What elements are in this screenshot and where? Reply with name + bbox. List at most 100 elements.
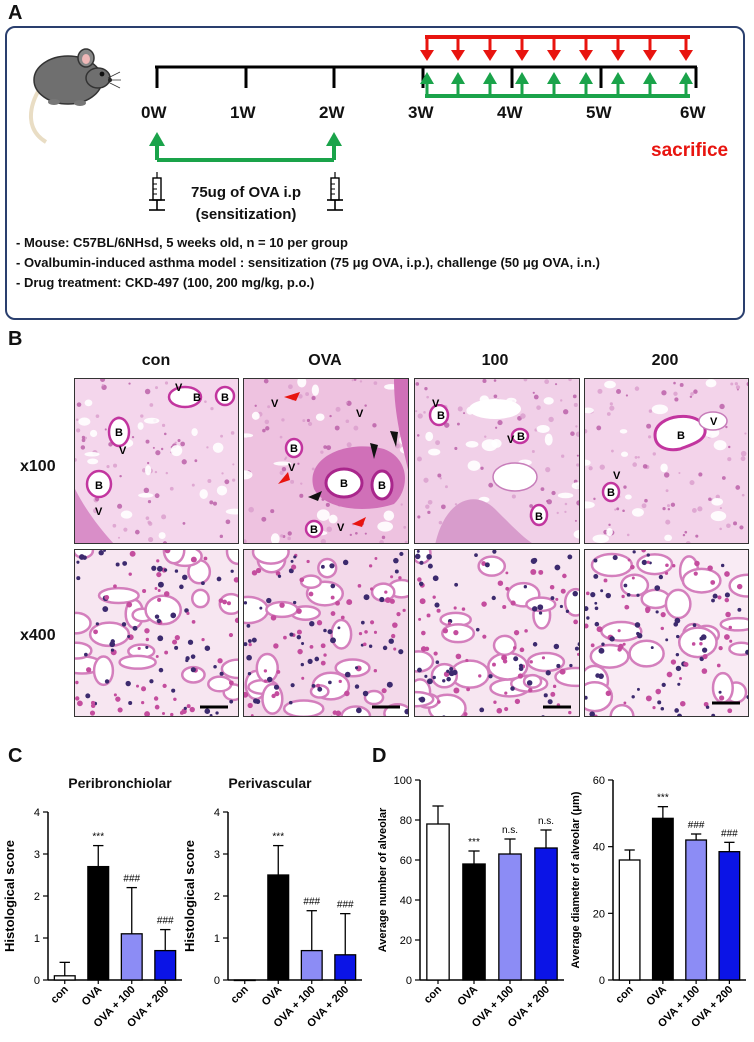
significance-label: ###	[337, 900, 354, 911]
x-tick-label: OVA	[455, 984, 480, 1009]
challenge-arrowhead	[547, 50, 561, 61]
treatment-arrowhead	[643, 72, 657, 84]
y-tick-label: 3	[214, 849, 220, 861]
y-tick-label: 40	[593, 842, 605, 854]
panel-b-letter: B	[8, 328, 23, 350]
y-tick-label: 60	[400, 855, 412, 867]
note-mouse: - Mouse: C57BL/6NHsd, 5 weeks old, n = 1…	[16, 235, 348, 250]
bar	[685, 839, 708, 981]
bar	[534, 847, 558, 981]
tile-label: V	[613, 470, 621, 482]
row-header-x400: x400	[20, 627, 56, 644]
y-tick-label: 20	[593, 908, 605, 920]
challenge-arrowhead	[611, 50, 625, 61]
tile-label: V	[271, 398, 279, 410]
y-tick-label: 20	[400, 935, 412, 947]
y-tick-label: 0	[599, 975, 605, 987]
tile-label: B	[290, 443, 298, 455]
y-axis-label: Histological score	[2, 840, 17, 952]
tile-label: V	[710, 416, 718, 428]
tile-label: B	[517, 431, 525, 443]
x-tick-label: OVA	[80, 984, 105, 1009]
week-label-0: 0W	[141, 103, 167, 122]
treatment-arrowhead	[515, 72, 529, 84]
panel-c-letter: C	[8, 745, 23, 767]
column-header-100: 100	[481, 352, 509, 369]
tile-label: B	[677, 430, 685, 442]
y-tick-label: 1	[214, 933, 220, 945]
histology-image-100-x100: V B V B B	[414, 378, 580, 544]
bar	[462, 863, 486, 981]
tile-label: V	[175, 382, 183, 394]
bar	[87, 865, 110, 981]
note-drug: - Drug treatment: CKD-497 (100, 200 mg/k…	[16, 275, 315, 290]
significance-label: n.s.	[502, 825, 518, 836]
week-label-2: 2W	[319, 103, 345, 122]
tile-label: V	[507, 434, 515, 446]
histology-image-ova-x100: V B V V B B B V	[243, 378, 409, 544]
treatment-arrowhead	[679, 72, 693, 84]
experiment-timeline	[149, 35, 698, 162]
week-label-1: 1W	[230, 103, 256, 122]
y-axis-label: Histological score	[182, 840, 197, 952]
histology-image-100-x400	[414, 549, 580, 717]
tile-label: V	[432, 398, 440, 410]
y-tick-label: 0	[406, 975, 412, 987]
y-tick-label: 0	[34, 975, 40, 987]
histology-image-200-x100: B V V B	[584, 378, 749, 544]
y-axis-label: Average number of alveolar	[377, 807, 389, 952]
y-tick-label: 2	[214, 891, 220, 903]
x-tick-label: con	[613, 983, 636, 1006]
significance-label: ###	[721, 828, 738, 839]
bar	[267, 874, 290, 981]
bar	[718, 851, 741, 981]
significance-label: ###	[688, 820, 705, 831]
bar	[498, 853, 522, 981]
bar	[651, 817, 674, 981]
significance-label: ###	[303, 897, 320, 908]
y-tick-label: 40	[400, 895, 412, 907]
tile-label: B	[310, 524, 318, 536]
y-tick-label: 0	[214, 975, 220, 987]
significance-label: ###	[123, 874, 140, 885]
column-header-200: 200	[651, 352, 679, 369]
tile-label: B	[340, 478, 348, 490]
tile-label: V	[356, 408, 364, 420]
significance-label: ***	[92, 832, 104, 843]
bar	[154, 949, 177, 981]
x-tick-label: con	[229, 983, 252, 1006]
treatment-arrowhead	[420, 72, 434, 84]
treatment-arrowhead	[579, 72, 593, 84]
y-tick-label: 4	[34, 807, 40, 819]
note-model: - Ovalbumin-induced asthma model : sensi…	[16, 255, 600, 270]
challenge-arrowhead	[579, 50, 593, 61]
syringe-icon	[327, 172, 343, 211]
y-tick-label: 2	[34, 891, 40, 903]
column-header-con: con	[141, 352, 171, 369]
histology-image-200-x400	[584, 549, 749, 717]
challenge-arrowhead	[451, 50, 465, 61]
x-tick-label: OVA	[644, 984, 669, 1009]
tile-label: V	[95, 506, 103, 518]
tile-label: B	[115, 427, 123, 439]
chart-title-peribronchiolar: Peribronchiolar	[68, 775, 172, 791]
week-label-3: 3W	[408, 103, 434, 122]
panel-a-letter: A	[8, 2, 23, 24]
bar	[300, 949, 323, 981]
sacrifice-label: sacrifice	[651, 140, 729, 161]
week-label-6: 6W	[680, 103, 706, 122]
challenge-arrowhead	[679, 50, 693, 61]
x-tick-label: con	[49, 983, 72, 1006]
histology-image-con-x400	[74, 549, 239, 717]
y-tick-label: 3	[34, 849, 40, 861]
sensitization-label: (sensitization)	[195, 206, 297, 223]
bar	[53, 975, 76, 981]
row-header-x100: x100	[20, 458, 56, 475]
significance-label: n.s.	[538, 816, 554, 827]
significance-label: ###	[157, 916, 174, 927]
significance-label: ***	[657, 793, 669, 804]
x-tick-label: con	[422, 983, 445, 1006]
column-header-ova: OVA	[308, 352, 342, 369]
